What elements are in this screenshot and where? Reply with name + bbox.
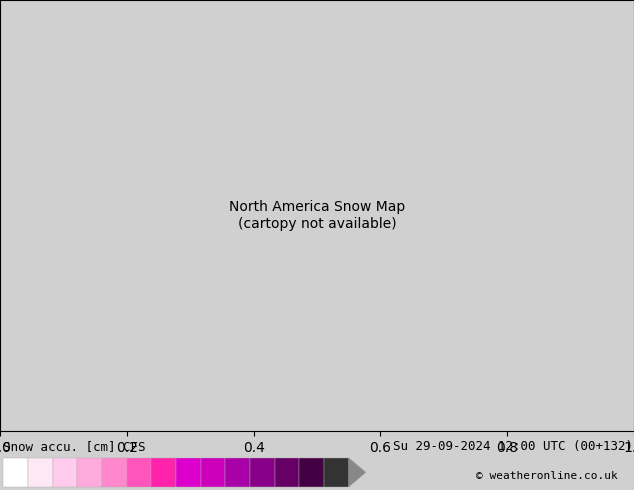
Text: Snow accu. [cm] CFS: Snow accu. [cm] CFS [3, 440, 146, 453]
Bar [275, 458, 299, 487]
Bar [77, 458, 102, 487]
Text: © weatheronline.co.uk: © weatheronline.co.uk [476, 471, 618, 481]
Text: Su 29-09-2024 12:00 UTC (00+132): Su 29-09-2024 12:00 UTC (00+132) [393, 440, 633, 453]
Bar [53, 458, 77, 487]
Bar [176, 458, 200, 487]
Bar [28, 458, 53, 487]
Bar [102, 458, 127, 487]
Polygon shape [349, 458, 366, 487]
Bar [250, 458, 275, 487]
Bar [127, 458, 152, 487]
Bar [324, 458, 349, 487]
Bar [200, 458, 225, 487]
Text: North America Snow Map
(cartopy not available): North America Snow Map (cartopy not avai… [229, 200, 405, 231]
Bar [299, 458, 324, 487]
Bar [152, 458, 176, 487]
Bar [3, 458, 28, 487]
Bar [225, 458, 250, 487]
